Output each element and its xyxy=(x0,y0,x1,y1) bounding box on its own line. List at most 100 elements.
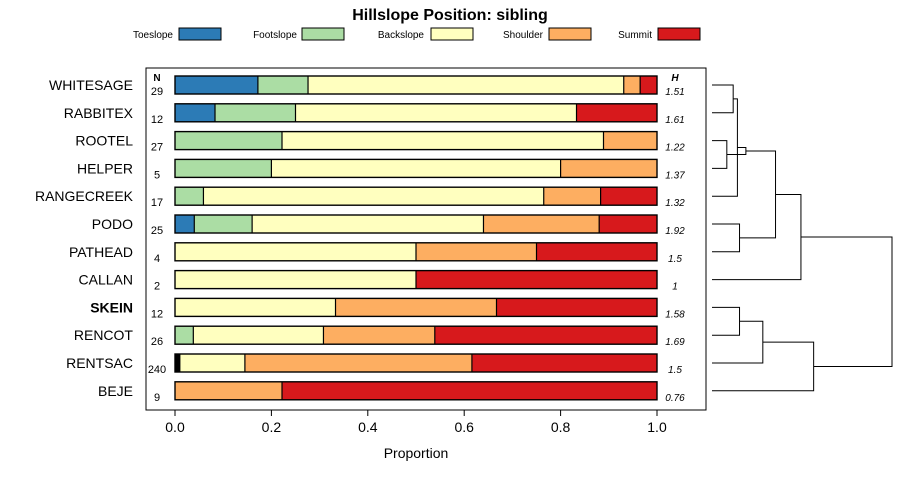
h-value-rentsac: 1.5 xyxy=(668,365,682,376)
x-tick-label-4: 0.8 xyxy=(551,419,571,435)
bar-rentsac-other xyxy=(175,354,180,372)
dendrogram-link-9 xyxy=(712,341,815,392)
category-label-callan: CALLAN xyxy=(79,272,133,288)
bar-rencot-footslope xyxy=(175,326,194,345)
category-label-rencot: RENCOT xyxy=(74,327,134,343)
n-value-podo: 25 xyxy=(151,225,163,237)
bar-rentsac-summit xyxy=(471,354,657,372)
h-value-helper: 1.37 xyxy=(665,170,685,181)
legend: Toeslope Footslope Backslope Shoulder Summit xyxy=(133,27,701,41)
bar-outline-rentsac xyxy=(174,353,658,373)
legend-label-footslope: Footslope xyxy=(253,30,297,41)
h-value-callan: 1 xyxy=(672,282,678,293)
bar-whitesage-footslope xyxy=(257,76,309,94)
bar-pathead-shoulder xyxy=(416,242,537,261)
category-label-whitesage: WHITESAGE xyxy=(49,77,133,93)
bar-rencot-shoulder xyxy=(323,326,435,345)
category-label-rabbitex: RABBITEX xyxy=(64,105,134,121)
n-value-pathead: 4 xyxy=(154,253,160,265)
bar-whitesage-shoulder xyxy=(623,76,641,94)
bar-rootel-backslope xyxy=(282,131,604,150)
bar-beje-shoulder xyxy=(175,381,283,400)
x-tick-label-5: 1.0 xyxy=(647,419,667,435)
n-column-header: N xyxy=(153,73,160,84)
bar-helper-shoulder xyxy=(560,159,657,178)
n-value-beje: 9 xyxy=(154,392,160,404)
dendrogram-link-3 xyxy=(726,147,747,155)
h-value-skein: 1.58 xyxy=(665,309,685,320)
bar-beje-summit xyxy=(282,381,657,400)
bar-podo-backslope xyxy=(252,215,484,233)
n-value-rootel: 27 xyxy=(151,142,163,154)
bar-helper-footslope xyxy=(175,159,272,178)
n-value-rencot: 26 xyxy=(151,336,163,348)
legend-swatch-shoulder xyxy=(548,27,592,41)
bar-helper-backslope xyxy=(271,159,561,178)
bar-whitesage-summit xyxy=(640,76,657,94)
h-value-beje: 0.76 xyxy=(665,393,685,404)
bar-skein-backslope xyxy=(175,298,336,317)
bar-podo-footslope xyxy=(194,215,253,233)
dendrogram-link-4 xyxy=(712,223,741,253)
bar-whitesage-toeslope xyxy=(175,76,258,94)
h-value-rootel: 1.22 xyxy=(665,143,685,154)
bar-rencot-summit xyxy=(434,326,657,345)
bar-outline-whitesage xyxy=(174,75,658,95)
n-value-helper: 5 xyxy=(154,169,160,181)
legend-swatch-toeslope xyxy=(178,27,222,41)
dendrogram-link-0 xyxy=(712,84,734,114)
n-value-rentsac: 240 xyxy=(148,364,166,376)
bar-rootel-footslope xyxy=(175,131,283,150)
category-label-rangecreek: RANGECREEK xyxy=(35,188,134,204)
n-value-whitesage: 29 xyxy=(151,86,163,98)
h-column-header: H xyxy=(671,73,679,84)
h-value-pathead: 1.5 xyxy=(668,254,682,265)
category-label-rentsac: RENTSAC xyxy=(66,355,133,371)
bar-rangecreek-shoulder xyxy=(543,187,601,206)
legend-swatch-summit xyxy=(657,27,701,41)
bar-rootel-shoulder xyxy=(603,131,657,150)
bar-podo-summit xyxy=(599,215,657,233)
dendrogram-link-5 xyxy=(739,150,777,239)
category-label-pathead: PATHEAD xyxy=(69,244,133,260)
dendrogram-link-1 xyxy=(712,140,728,169)
x-axis-label: Proportion xyxy=(384,445,449,461)
bar-rentsac-backslope xyxy=(179,354,245,372)
bar-group xyxy=(174,75,658,401)
bar-outline-rencot xyxy=(174,325,658,345)
x-tick-label-1: 0.2 xyxy=(262,419,282,435)
n-value-callan: 2 xyxy=(154,281,160,293)
n-value-skein: 12 xyxy=(151,308,163,320)
bar-rentsac-shoulder xyxy=(244,354,472,372)
n-values: 29 12 27 5 17 25 4 2 12 26 240 9 xyxy=(148,86,166,404)
bar-skein-shoulder xyxy=(335,298,497,317)
dendrogram-link-10 xyxy=(800,236,893,367)
bar-podo-toeslope xyxy=(175,215,195,233)
n-value-rangecreek: 17 xyxy=(151,197,163,209)
chart-title: Hillslope Position: sibling xyxy=(352,7,548,24)
legend-label-summit: Summit xyxy=(618,30,652,41)
bar-rabbitex-summit xyxy=(576,103,657,122)
legend-swatch-backslope xyxy=(430,27,474,41)
x-tick-label-0: 0.0 xyxy=(165,419,185,435)
bar-whitesage-backslope xyxy=(308,76,624,94)
bar-pathead-summit xyxy=(536,242,657,261)
bar-podo-shoulder xyxy=(483,215,600,233)
category-label-helper: HELPER xyxy=(77,160,133,176)
dendrogram-link-6 xyxy=(712,193,802,281)
bar-callan-backslope xyxy=(175,270,416,289)
h-value-rabbitex: 1.61 xyxy=(665,115,684,126)
legend-swatch-footslope xyxy=(301,27,345,41)
x-tick-label-2: 0.4 xyxy=(358,419,378,435)
dendrogram-link-7 xyxy=(712,306,741,336)
category-labels: WHITESAGE RABBITEX ROOTEL HELPER RANGECREEK P… xyxy=(35,77,134,399)
category-label-beje: BEJE xyxy=(98,383,133,399)
h-value-whitesage: 1.51 xyxy=(665,87,684,98)
bar-callan-summit xyxy=(416,270,657,289)
dendrogram-link-8 xyxy=(712,320,764,364)
h-value-rangecreek: 1.32 xyxy=(665,198,685,209)
bar-outline-skein xyxy=(174,297,658,318)
category-label-podo: PODO xyxy=(92,216,133,232)
h-values: 1.511.611.221.371.321.921.511.581.691.50… xyxy=(665,87,685,404)
